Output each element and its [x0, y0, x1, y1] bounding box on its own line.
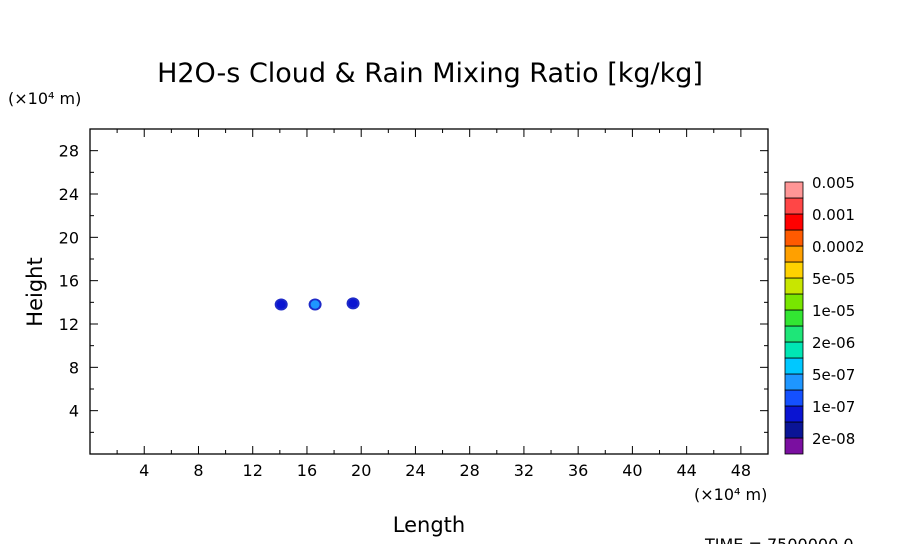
plot-frame — [89, 128, 769, 455]
data-clusters — [274, 297, 360, 311]
x-tick-label: 12 — [243, 461, 263, 480]
colorbar-swatch — [784, 261, 804, 279]
colorbar-label: 2e-06 — [812, 334, 855, 352]
colorbar-swatch — [784, 309, 804, 327]
x-tick-label: 8 — [193, 461, 203, 480]
colorbar-swatch — [784, 277, 804, 295]
colorbar-label: 1e-07 — [812, 398, 855, 416]
x-tick-label: 4 — [139, 461, 149, 480]
colorbar-swatch — [784, 421, 804, 439]
colorbar-swatch — [784, 373, 804, 391]
y-tick-label: 4 — [69, 402, 79, 421]
colorbar-label: 0.005 — [812, 174, 855, 192]
colorbar-labels: 2e-08 1e-07 5e-07 2e-06 1e-05 5e-05 0.0002 0.00… — [812, 174, 865, 448]
colorbar-label: 5e-07 — [812, 366, 855, 384]
y-tick-label: 8 — [69, 358, 79, 377]
cloud-cluster — [274, 298, 288, 311]
cloud-cluster — [346, 297, 360, 310]
cloud-cluster — [308, 298, 322, 311]
x-unit-label: (×10⁴ m) — [694, 485, 767, 504]
x-tick-label: 32 — [514, 461, 534, 480]
colorbar-label: 0.001 — [812, 206, 855, 224]
x-tick-label: 28 — [460, 461, 480, 480]
y-tick-label: 16 — [59, 272, 79, 291]
chart-title: H2O-s Cloud & Rain Mixing Ratio [kg/kg] — [157, 58, 703, 89]
time-footer: TIME = 7500000.0 — [704, 535, 854, 544]
colorbar-swatch — [784, 197, 804, 215]
x-tick-label: 44 — [676, 461, 696, 480]
colorbar-label: 1e-05 — [812, 302, 855, 320]
colorbar-swatch — [784, 405, 804, 423]
y-axis-label: Height — [23, 257, 47, 326]
colorbar-swatch — [784, 293, 804, 311]
colorbar — [784, 181, 804, 455]
x-tick-label: 40 — [622, 461, 642, 480]
x-tick-label: 24 — [405, 461, 425, 480]
y-unit-label: (×10⁴ m) — [8, 89, 81, 108]
x-tick-label: 16 — [297, 461, 317, 480]
cluster-core — [310, 300, 320, 309]
cluster-core — [276, 300, 286, 309]
x-tick-label: 20 — [351, 461, 371, 480]
x-tick-label: 48 — [731, 461, 751, 480]
colorbar-swatch — [784, 357, 804, 375]
colorbar-swatch — [784, 229, 804, 247]
colorbar-swatch — [784, 245, 804, 263]
colorbar-swatch — [784, 213, 804, 231]
colorbar-swatch — [784, 341, 804, 359]
y-tick-label: 20 — [59, 228, 79, 247]
y-tick-label: 12 — [59, 315, 79, 334]
colorbar-swatch — [784, 181, 804, 199]
x-axis-label: Length — [393, 513, 465, 537]
colorbar-label: 5e-05 — [812, 270, 855, 288]
colorbar-swatch — [784, 437, 804, 455]
x-tick-label: 36 — [568, 461, 588, 480]
colorbar-label: 2e-08 — [812, 430, 855, 448]
colorbar-swatch — [784, 389, 804, 407]
colorbar-label: 0.0002 — [812, 238, 865, 256]
y-tick-label: 24 — [59, 185, 79, 204]
axis-ticks — [90, 129, 768, 454]
colorbar-swatch — [784, 325, 804, 343]
y-tick-label: 28 — [59, 142, 79, 161]
cluster-core — [348, 299, 358, 308]
